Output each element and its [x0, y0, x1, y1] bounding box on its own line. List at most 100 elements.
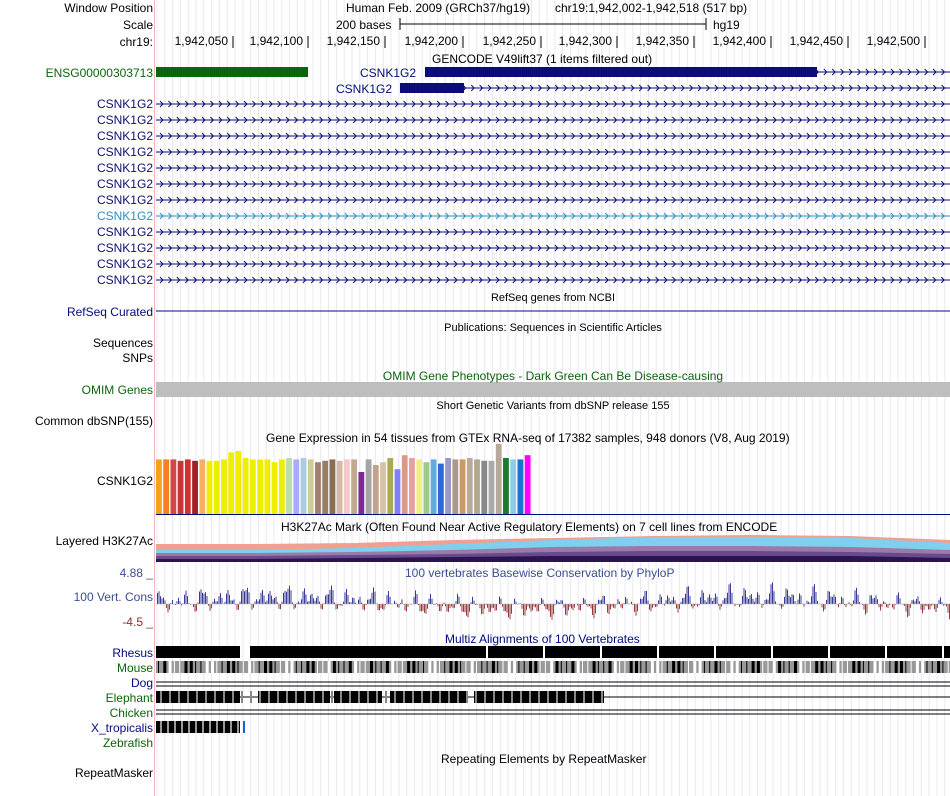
refseq-label[interactable]: RefSeq Curated [66, 305, 153, 319]
mouse-alignment-block [290, 661, 294, 673]
phylop-negative [166, 604, 950, 620]
transcript-row-label[interactable]: CSNK1G2 [96, 225, 153, 239]
elephant-mismatch [385, 691, 387, 703]
mouse-alignment-block [582, 661, 583, 673]
h3k27ac-label[interactable]: Layered H3K27Ac [55, 534, 153, 548]
repeatmasker-label[interactable]: RepeatMasker [74, 766, 153, 780]
mouse-alignment-block [221, 661, 223, 673]
gtex-bar [257, 459, 264, 514]
elephant-mismatch [322, 691, 324, 703]
mouse-alignment-block [518, 661, 520, 673]
mouse-alignment-block [624, 661, 626, 673]
species-label[interactable]: Mouse [116, 661, 153, 675]
gtex-bar [466, 458, 473, 514]
dbsnp-label[interactable]: Common dbSNP(155) [34, 414, 153, 428]
phylop-label[interactable]: 100 Vert. Cons [73, 590, 153, 604]
species-label[interactable]: Elephant [105, 691, 153, 705]
mouse-alignment-block [253, 661, 255, 673]
mouse-alignment-block [661, 661, 663, 673]
mouse-alignment-block [693, 661, 697, 673]
transcript-row-arrows [159, 100, 945, 108]
mouse-alignment-block [544, 661, 546, 673]
mouse-alignment-block [592, 661, 596, 673]
mouse-alignment-block [237, 661, 239, 673]
refseq-title: RefSeq genes from NCBI [490, 292, 616, 304]
transcript-row-label[interactable]: CSNK1G2 [96, 257, 153, 271]
gtex-bar [445, 458, 451, 514]
transcript-row-label[interactable]: CSNK1G2 [96, 113, 153, 127]
mouse-alignment-block [746, 661, 748, 673]
gtex-bar [459, 459, 466, 514]
mouse-alignment-block [862, 661, 864, 673]
gtex-bar [372, 465, 379, 514]
mouse-alignment-block [947, 661, 949, 673]
mouse-alignment-block [836, 661, 840, 673]
species-label[interactable]: Rhesus [112, 646, 153, 660]
mouse-alignment-block [905, 661, 907, 673]
mouse-alignment-block [470, 661, 474, 673]
ruler-tick-label: 1,942,450 [789, 34, 843, 48]
gtex-bar [503, 458, 509, 514]
mouse-alignment-block [248, 661, 252, 673]
elephant-mismatch [547, 691, 549, 703]
mouse-alignment-block [523, 661, 525, 673]
transcript-row-label[interactable]: CSNK1G2 [96, 241, 153, 255]
gtex-bar [286, 458, 292, 514]
transcript-label-1[interactable]: CSNK1G2 [360, 66, 417, 80]
transcript-exon-2 [400, 83, 464, 93]
transcript-exon-1 [425, 67, 817, 77]
mouse-alignment-block [242, 661, 244, 673]
species-label[interactable]: X_tropicalis [90, 721, 153, 735]
ruler-tick-label: 1,942,200 [404, 34, 458, 48]
transcript-row-label[interactable]: CSNK1G2 [96, 97, 153, 111]
gtex-label[interactable]: CSNK1G2 [96, 474, 153, 488]
mouse-alignment-block [571, 661, 575, 673]
xtropicalis-mismatch [188, 721, 190, 733]
gtex-bar [401, 455, 408, 514]
transcript-row-label[interactable]: CSNK1G2 [96, 145, 153, 159]
gtex-bar [517, 459, 524, 514]
transcript-row-label[interactable]: CSNK1G2 [96, 273, 153, 287]
species-label[interactable]: Zebrafish [102, 736, 153, 750]
elephant-mismatch [556, 691, 558, 703]
mouse-alignment-block [703, 661, 705, 673]
transcript-row-label[interactable]: CSNK1G2 [96, 193, 153, 207]
mouse-alignment-block [847, 661, 848, 673]
ensg-label[interactable]: ENSG00000303713 [45, 66, 153, 80]
elephant-mismatch [448, 691, 450, 703]
mouse-alignment-block [735, 661, 739, 673]
gtex-bar [235, 451, 242, 514]
transcript-row-label[interactable]: CSNK1G2 [96, 177, 153, 191]
gtex-bar [192, 460, 198, 514]
elephant-mismatch [466, 691, 468, 703]
gtex-bar [264, 459, 271, 514]
species-label[interactable]: Dog [130, 676, 153, 690]
snps-label[interactable]: SNPs [122, 351, 153, 365]
sequences-label[interactable]: Sequences [92, 336, 153, 350]
mouse-alignment-block [741, 661, 742, 673]
transcript-row-arrows [159, 260, 945, 268]
mouse-alignment-block [677, 661, 681, 673]
mouse-alignment-block [444, 661, 446, 673]
xtropicalis-mismatch [202, 721, 204, 733]
mouse-alignment-block [195, 661, 197, 673]
mouse-alignment-block [772, 661, 776, 673]
transcript-label-2[interactable]: CSNK1G2 [336, 82, 393, 96]
omim-label[interactable]: OMIM Genes [81, 383, 153, 397]
mouse-alignment-block [831, 661, 833, 673]
transcript-row-label[interactable]: CSNK1G2 [96, 129, 153, 143]
xtropicalis-mismatch [237, 721, 239, 733]
mouse-alignment-block [868, 661, 870, 673]
transcript-row-label[interactable]: CSNK1G2 [96, 161, 153, 175]
elephant-mismatch [592, 691, 594, 703]
transcript-row-label[interactable]: CSNK1G2 [96, 209, 153, 223]
mouse-alignment-block [894, 661, 898, 673]
mouse-alignment-block [539, 661, 541, 673]
mouse-alignment-block [915, 661, 919, 673]
xtropicalis-mismatch [195, 721, 197, 733]
transcript-row-arrows [159, 212, 945, 220]
mouse-alignment-block [629, 661, 633, 673]
species-label[interactable]: Chicken [109, 706, 153, 720]
